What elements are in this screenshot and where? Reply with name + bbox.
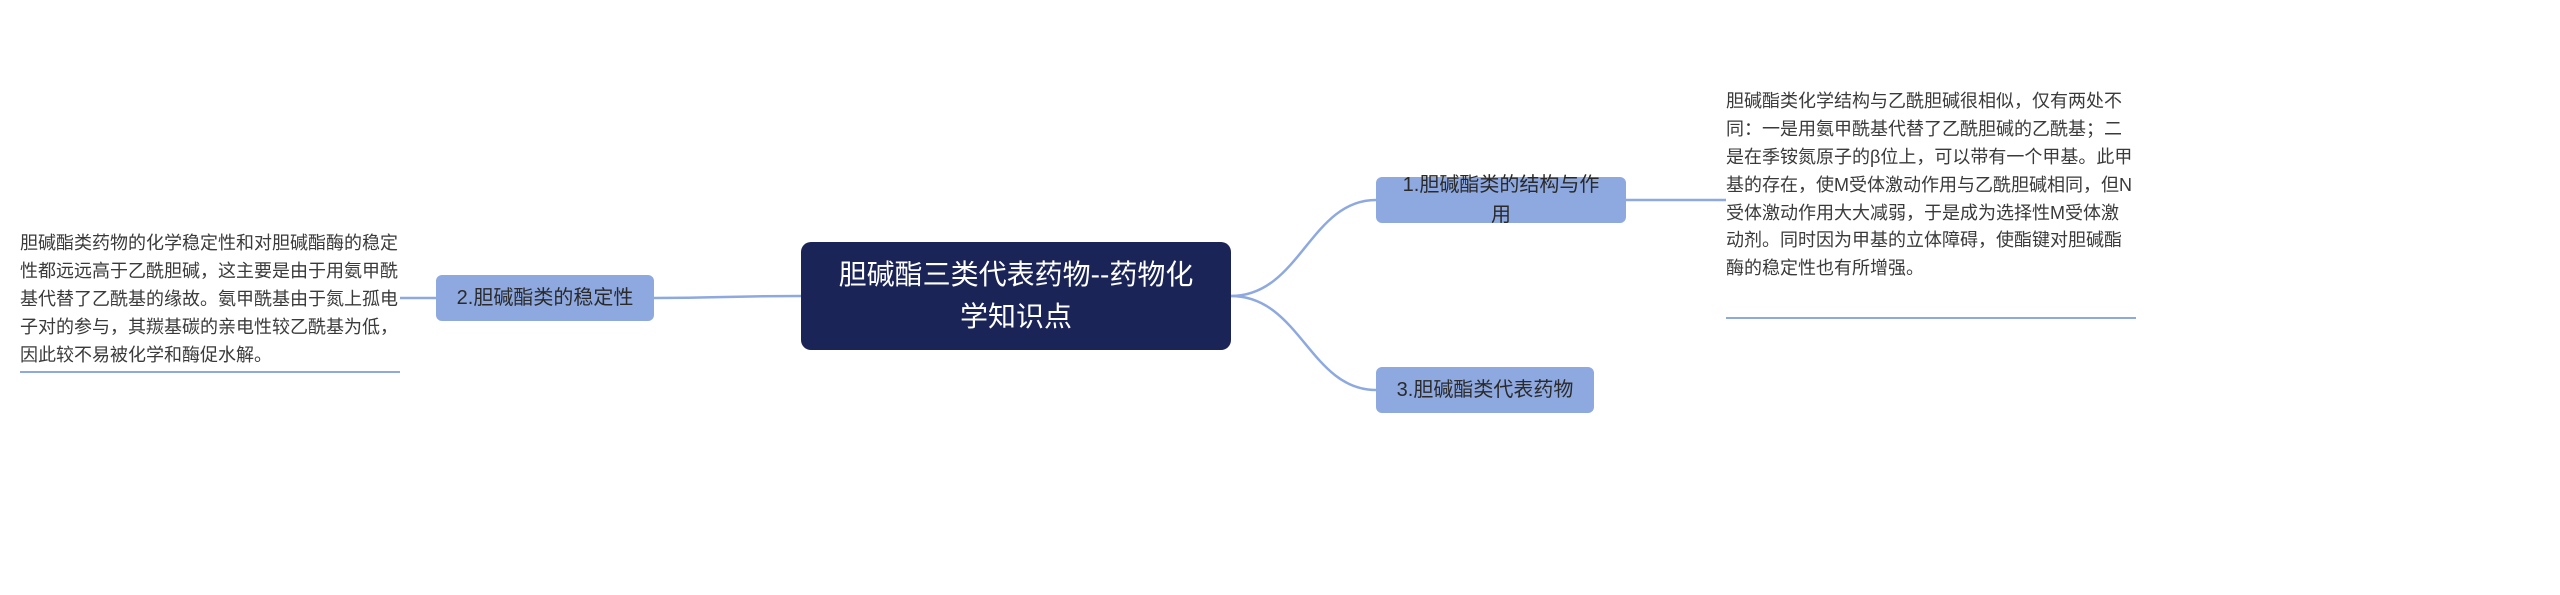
node-label: 3.胆碱酯类代表药物 bbox=[1397, 375, 1574, 405]
node-representative-drugs[interactable]: 3.胆碱酯类代表药物 bbox=[1376, 367, 1594, 413]
node-structure-effect-desc: 胆碱酯类化学结构与乙酰胆碱很相似，仅有两处不同：一是用氨甲酰基代替了乙酰胆碱的乙… bbox=[1726, 88, 2136, 283]
node-stability[interactable]: 2.胆碱酯类的稳定性 bbox=[436, 275, 654, 321]
node-label: 2.胆碱酯类的稳定性 bbox=[457, 283, 634, 313]
mindmap-canvas: 胆碱酯三类代表药物--药物化学知识点 1.胆碱酯类的结构与作用 胆碱酯类化学结构… bbox=[0, 0, 2560, 595]
node-label: 1.胆碱酯类的结构与作用 bbox=[1394, 170, 1608, 230]
desc-text: 胆碱酯类化学结构与乙酰胆碱很相似，仅有两处不同：一是用氨甲酰基代替了乙酰胆碱的乙… bbox=[1726, 91, 2132, 278]
root-node[interactable]: 胆碱酯三类代表药物--药物化学知识点 bbox=[801, 242, 1231, 350]
node-structure-effect[interactable]: 1.胆碱酯类的结构与作用 bbox=[1376, 177, 1626, 223]
desc-text: 胆碱酯类药物的化学稳定性和对胆碱酯酶的稳定性都远远高于乙酰胆碱，这主要是由于用氨… bbox=[20, 233, 398, 365]
node-stability-desc: 胆碱酯类药物的化学稳定性和对胆碱酯酶的稳定性都远远高于乙酰胆碱，这主要是由于用氨… bbox=[20, 230, 400, 369]
root-label: 胆碱酯三类代表药物--药物化学知识点 bbox=[829, 254, 1203, 338]
